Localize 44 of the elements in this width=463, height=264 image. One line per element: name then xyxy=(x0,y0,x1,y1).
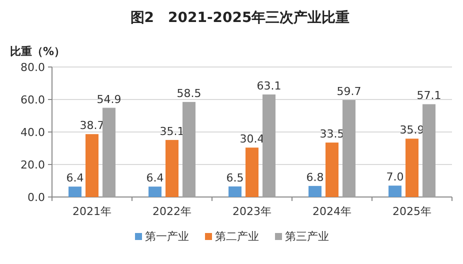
data-label: 6.5 xyxy=(226,171,244,184)
bar xyxy=(308,186,322,197)
x-tick-label: 2021年 xyxy=(72,205,112,218)
y-axis-title: 比重（%） xyxy=(10,45,66,58)
x-tick-label: 2025年 xyxy=(392,205,432,218)
bar xyxy=(182,102,196,197)
bar xyxy=(406,138,418,197)
bar xyxy=(228,186,242,197)
bar xyxy=(326,142,338,197)
bar xyxy=(342,100,356,197)
data-label: 6.4 xyxy=(146,172,164,185)
data-label: 54.9 xyxy=(96,92,122,106)
y-tick-label: 60.0 xyxy=(20,94,45,106)
data-label: 57.1 xyxy=(416,89,442,102)
data-label: 58.5 xyxy=(176,86,202,100)
x-tick-label: 2023年 xyxy=(232,205,272,218)
y-tick-label: 20.0 xyxy=(20,158,45,172)
legend-label: 第三产业 xyxy=(285,230,329,243)
bar xyxy=(148,186,162,197)
bar xyxy=(102,108,116,197)
x-tick-label: 2022年 xyxy=(152,205,192,218)
data-label: 7.0 xyxy=(386,170,404,184)
chart-title: 图2 2021-2025年三次产业比重 xyxy=(130,9,350,26)
bar xyxy=(246,148,258,197)
data-label: 30.4 xyxy=(240,132,264,146)
y-tick-label: 80.0 xyxy=(20,61,45,74)
data-label: 6.4 xyxy=(66,172,84,185)
x-tick-label: 2024年 xyxy=(312,205,352,218)
bar xyxy=(422,104,436,197)
bar xyxy=(262,94,276,197)
bar xyxy=(86,134,98,197)
bar xyxy=(68,186,82,197)
legend-label: 第二产业 xyxy=(215,230,259,243)
data-label: 6.8 xyxy=(306,170,324,184)
bar xyxy=(388,186,402,197)
y-tick-label: 40.0 xyxy=(20,126,45,139)
data-label: 35.1 xyxy=(160,124,184,138)
data-label: 33.5 xyxy=(320,128,344,141)
data-label: 38.7 xyxy=(80,119,104,132)
y-tick-label: 0.0 xyxy=(28,191,45,204)
data-label: 63.1 xyxy=(256,79,282,92)
legend-label: 第一产业 xyxy=(145,230,189,243)
bar xyxy=(166,140,178,197)
data-label: 59.7 xyxy=(336,84,362,98)
